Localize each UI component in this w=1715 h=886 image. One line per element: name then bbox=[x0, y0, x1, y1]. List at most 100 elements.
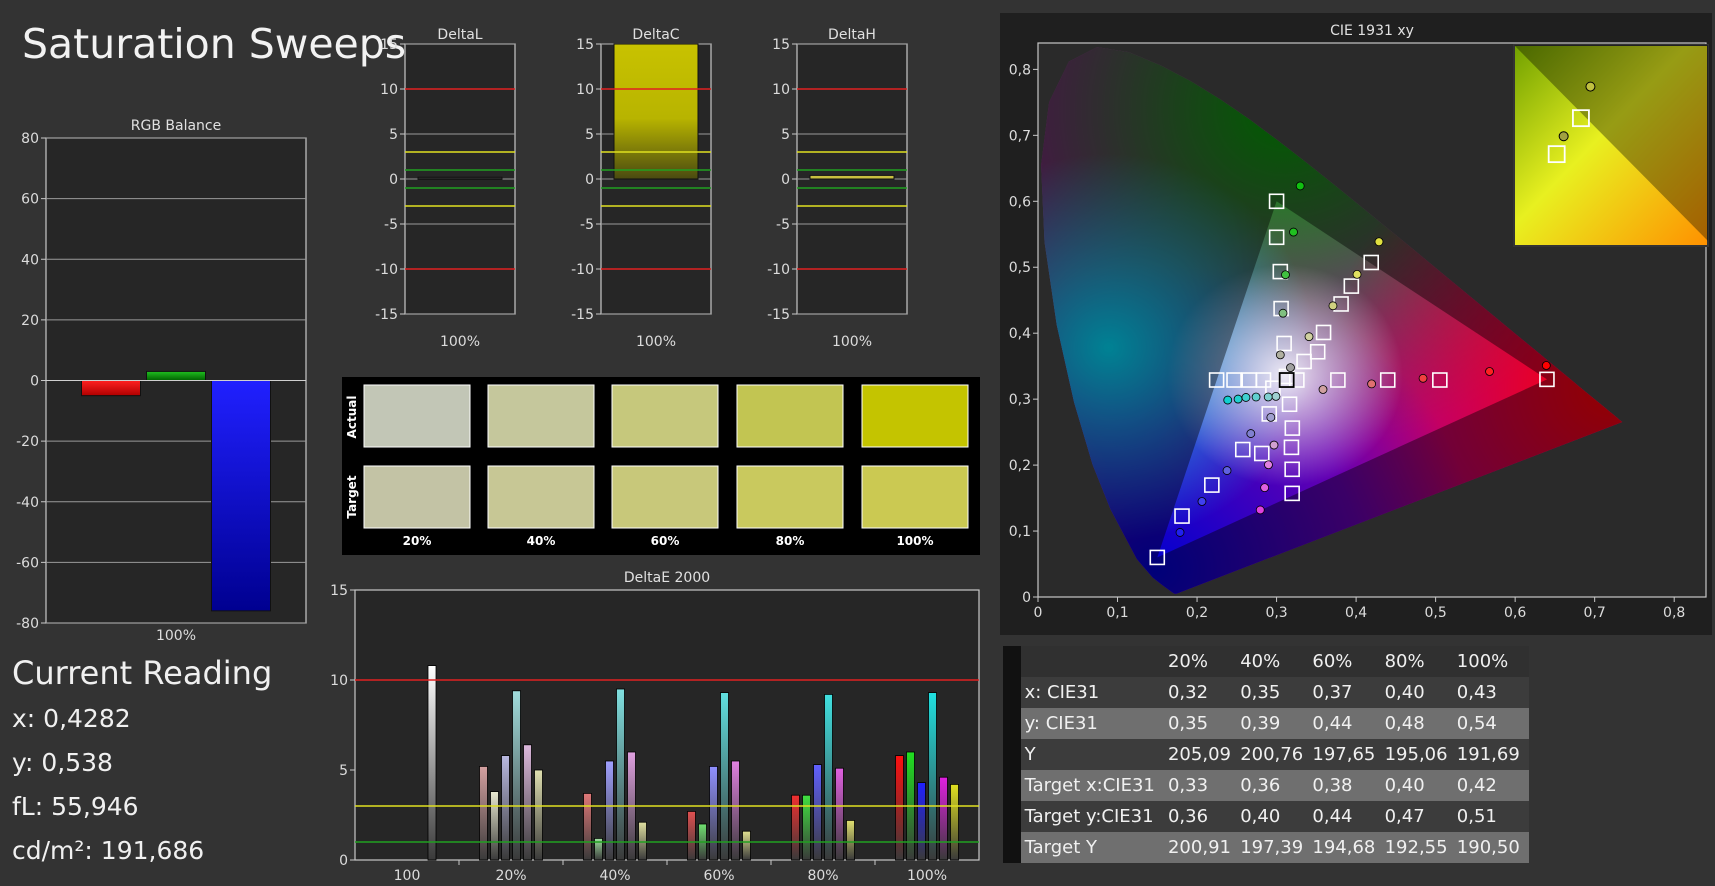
table-cell: 0,37 bbox=[1312, 682, 1353, 703]
y-tick-label: 0,5 bbox=[1009, 260, 1031, 276]
target-marker bbox=[1253, 445, 1270, 462]
y-tick-label: -5 bbox=[384, 217, 398, 233]
x-tick-label: 100% bbox=[440, 334, 480, 350]
row-label: Target Y bbox=[1024, 837, 1097, 858]
target-marker bbox=[1149, 549, 1166, 566]
rgb-balance-chart: RGB Balance 80 60 40 20 0 -20 -40 -60 -80 100% bbox=[16, 118, 307, 644]
actual-point bbox=[1251, 392, 1261, 402]
x-tick-label: 100% bbox=[636, 334, 676, 350]
row-label: Y bbox=[1024, 744, 1036, 765]
chart-title: DeltaL bbox=[437, 27, 482, 43]
delta-e-bar bbox=[895, 755, 904, 861]
table-cell: 0,43 bbox=[1456, 682, 1497, 703]
y-tick-label: 10 bbox=[380, 82, 398, 98]
y-tick-label: 5 bbox=[339, 763, 348, 779]
y-tick-label: -80 bbox=[16, 616, 39, 632]
actual-point bbox=[1286, 363, 1295, 373]
delta-e-bar bbox=[605, 760, 614, 861]
delta-e-bar bbox=[594, 837, 603, 861]
target-marker bbox=[1208, 372, 1225, 388]
y-tick-label: 10 bbox=[576, 82, 594, 98]
y-tick-label: -5 bbox=[776, 217, 790, 233]
chart-title: DeltaE 2000 bbox=[624, 570, 710, 586]
actual-point bbox=[1374, 237, 1384, 247]
delta-e-bar bbox=[583, 792, 592, 861]
y-tick-label: -60 bbox=[16, 555, 39, 571]
x-tick-label: 100 bbox=[394, 868, 421, 884]
inset-target-marker bbox=[1572, 109, 1590, 128]
y-tick-label: -15 bbox=[767, 307, 790, 323]
target-marker bbox=[1204, 477, 1220, 493]
target-marker bbox=[1315, 324, 1332, 341]
actual-swatch bbox=[363, 384, 471, 448]
chart-title: CIE 1931 xy bbox=[1330, 23, 1414, 39]
swatch-label: 20% bbox=[403, 534, 432, 548]
chart-title: RGB Balance bbox=[131, 118, 221, 134]
x-tick-label: 0,2 bbox=[1186, 605, 1208, 621]
table-cell: 191,69 bbox=[1456, 744, 1520, 765]
actual-point bbox=[1263, 392, 1273, 402]
delta-e-bar bbox=[512, 690, 521, 861]
row-marker bbox=[1003, 646, 1021, 677]
row-marker bbox=[1003, 739, 1021, 770]
row-marker bbox=[1003, 770, 1021, 801]
x-tick-label: 100% bbox=[832, 334, 872, 350]
actual-point bbox=[1223, 395, 1233, 405]
delta-e-bar bbox=[534, 769, 543, 861]
actual-point bbox=[1275, 350, 1285, 360]
swatch-label: 60% bbox=[651, 534, 680, 548]
target-marker bbox=[1539, 371, 1555, 388]
inset-actual-point bbox=[1585, 81, 1596, 92]
target-marker bbox=[1174, 508, 1190, 524]
header-label bbox=[1021, 646, 1168, 677]
delta-e-bar bbox=[427, 665, 437, 861]
delta-e-bar bbox=[638, 821, 647, 861]
actual-point bbox=[1175, 528, 1185, 537]
target-marker bbox=[1241, 372, 1258, 388]
row-label: y: CIE31 bbox=[1024, 713, 1098, 734]
y-tick-label: -10 bbox=[571, 262, 594, 278]
table-cell: 0,44 bbox=[1312, 806, 1353, 827]
table-cell: 192,55 bbox=[1384, 837, 1448, 858]
y-tick-label: -10 bbox=[375, 262, 398, 278]
target-swatch bbox=[611, 465, 719, 529]
row-marker bbox=[1003, 677, 1021, 708]
actual-point bbox=[1281, 270, 1290, 280]
current-reading-heading: Current Reading bbox=[12, 654, 273, 692]
table-cell: 0,36 bbox=[1167, 806, 1209, 827]
table-cell: 200,91 bbox=[1167, 837, 1231, 858]
y-tick-label: 0 bbox=[1022, 590, 1031, 606]
table-cell: 0,33 bbox=[1167, 775, 1209, 796]
inset-zoom-panel bbox=[1513, 44, 1709, 247]
swatch-label: 100% bbox=[896, 534, 933, 548]
current-reading-panel: Current Reading x: 0,4282 y: 0,538 fL: 5… bbox=[12, 654, 332, 880]
target-swatch bbox=[487, 465, 595, 529]
delta-e-bar bbox=[802, 794, 811, 861]
table-cell: 0,32 bbox=[1167, 682, 1209, 703]
y-tick-label: 0,6 bbox=[1009, 194, 1031, 210]
target-marker bbox=[1330, 372, 1346, 388]
table-cell: 205,09 bbox=[1167, 744, 1231, 765]
delta-e-bar bbox=[720, 692, 729, 861]
target-marker bbox=[1379, 372, 1396, 388]
actual-point bbox=[1233, 394, 1243, 404]
delta-e-bar bbox=[616, 688, 625, 861]
y-tick-label: -15 bbox=[375, 307, 398, 323]
reading-luminance: cd/m²: 191,686 bbox=[12, 836, 205, 865]
row-marker bbox=[1003, 801, 1021, 832]
target-marker bbox=[1284, 485, 1300, 502]
row-marker bbox=[1003, 708, 1021, 739]
y-tick-label: 60 bbox=[21, 192, 39, 208]
stats-table: 20% 40% 60% 80% 100% x: CIE31 0,32 0,35 … bbox=[1003, 646, 1529, 863]
swatch-label: 80% bbox=[776, 534, 805, 548]
y-tick-label: 20 bbox=[21, 313, 39, 329]
table-cell: 0,40 bbox=[1384, 775, 1425, 796]
delta-e-bar bbox=[687, 810, 696, 861]
cie-panel: CIE 1931 xy 0 0,1 0,2 0,3 0,4 0,5 0,6 0,7 0,8 0 0,1… bbox=[1000, 13, 1712, 635]
x-tick-label: 80% bbox=[807, 868, 838, 884]
table-row: y: CIE31 0,35 0,39 0,44 0,48 0,54 bbox=[1003, 708, 1529, 739]
actual-point bbox=[1255, 505, 1265, 515]
row-marker bbox=[1003, 832, 1021, 863]
target-marker bbox=[1283, 439, 1300, 456]
table-cell: 195,06 bbox=[1384, 744, 1448, 765]
